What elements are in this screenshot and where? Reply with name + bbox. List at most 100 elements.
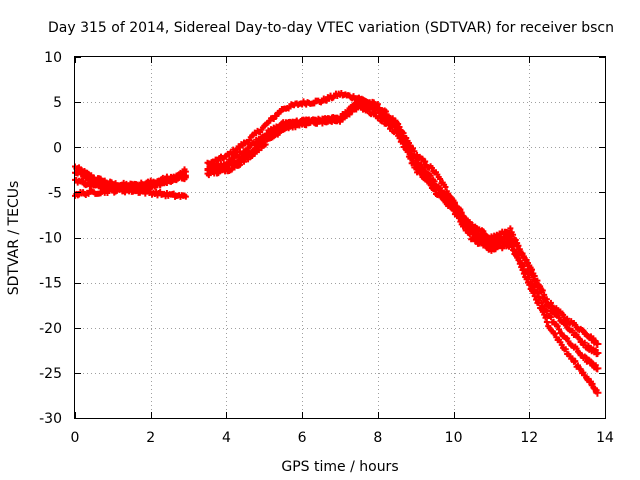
y-tick-label: 10: [44, 50, 62, 66]
data-point: [407, 155, 414, 162]
data-point: [507, 225, 514, 232]
y-axis-label: SDTVAR / TECUs: [6, 181, 22, 296]
data-point: [365, 106, 372, 113]
plot-area: [72, 90, 602, 397]
plot-frame: [74, 56, 606, 419]
data-point: [519, 266, 526, 273]
data-point: [377, 110, 384, 117]
data-point: [593, 388, 602, 397]
data-point: [510, 231, 517, 238]
data-point: [418, 170, 425, 177]
data-point: [388, 123, 395, 130]
data-point: [533, 296, 540, 303]
data-point: [543, 319, 550, 326]
y-tick-label: -30: [39, 411, 62, 427]
y-tick-label: -20: [39, 321, 62, 337]
data-point: [303, 122, 310, 129]
data-point: [542, 298, 549, 305]
x-tick-label: 8: [373, 430, 382, 446]
x-tick-label: 0: [71, 430, 80, 446]
x-tick-label: 2: [146, 430, 155, 446]
data-point: [251, 150, 258, 157]
data-point: [564, 315, 571, 322]
data-point: [380, 116, 387, 123]
data-point: [393, 129, 400, 136]
y-tick-label: -5: [48, 185, 62, 201]
data-point: [572, 358, 579, 365]
data-point: [516, 260, 523, 267]
data-point: [410, 159, 417, 166]
data-point: [399, 138, 406, 145]
data-point: [580, 327, 587, 334]
data-point: [473, 236, 480, 243]
series-track-4: [72, 103, 602, 397]
data-point: [520, 270, 527, 277]
data-point: [542, 314, 549, 321]
data-point: [538, 305, 545, 312]
data-point: [404, 148, 411, 155]
data-point: [353, 106, 360, 113]
data-point: [507, 240, 514, 247]
data-point: [376, 113, 383, 120]
data-point: [569, 327, 576, 334]
data-point: [262, 141, 269, 148]
data-point: [314, 120, 321, 127]
data-point: [531, 277, 538, 284]
data-point: [523, 276, 530, 283]
data-point: [581, 339, 588, 346]
data-point: [401, 144, 408, 151]
x-tick-label: 14: [596, 430, 614, 446]
y-tick-label: 5: [53, 95, 62, 111]
series-track-3: [72, 99, 602, 373]
data-point: [205, 172, 212, 179]
data-point: [350, 93, 357, 100]
data-point: [535, 300, 542, 307]
data-point: [535, 283, 542, 290]
data-point: [574, 362, 581, 369]
x-tick-label: 10: [445, 430, 463, 446]
data-point: [182, 174, 189, 181]
x-axis-label: GPS time / hours: [281, 459, 398, 475]
data-point: [519, 251, 526, 258]
data-point: [431, 186, 438, 193]
data-point: [512, 236, 519, 243]
x-tick-label: 4: [222, 430, 231, 446]
data-point: [553, 305, 560, 312]
data-point: [593, 339, 602, 348]
data-point: [273, 113, 280, 120]
data-point: [516, 246, 523, 253]
data-point: [323, 119, 330, 126]
data-point: [418, 161, 425, 168]
data-point: [182, 193, 189, 200]
data-point: [537, 295, 544, 302]
y-tick-label: -25: [39, 366, 62, 382]
chart-title: Day 315 of 2014, Sidereal Day-to-day VTE…: [48, 20, 614, 36]
data-point: [556, 326, 563, 333]
data-point: [526, 281, 533, 288]
data-point: [541, 311, 548, 318]
data-point: [562, 346, 569, 353]
data-point: [241, 158, 248, 165]
data-point: [515, 242, 522, 249]
data-point: [593, 349, 602, 358]
data-point: [530, 289, 537, 296]
data-point: [84, 173, 91, 180]
grid: [75, 57, 605, 418]
data-point: [455, 215, 462, 222]
data-point: [427, 181, 434, 188]
data-point: [546, 303, 553, 310]
axis-ticks: 0 2 4 6 8 10 12 14 10 5 0 -5 -10 -15 -20 -25 -30: [39, 50, 614, 446]
data-point: [372, 110, 379, 117]
data-point: [523, 259, 530, 266]
data-point: [442, 184, 449, 191]
data-point: [593, 364, 602, 373]
data-point: [515, 257, 522, 264]
data-point: [292, 124, 299, 131]
data-point: [577, 366, 584, 373]
data-point: [554, 323, 561, 330]
data-point: [422, 158, 429, 165]
data-point: [538, 288, 545, 295]
data-point: [236, 161, 243, 168]
data-point: [531, 293, 538, 300]
